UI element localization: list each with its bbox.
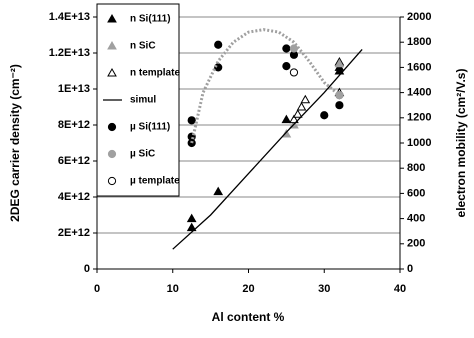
circle-marker <box>282 62 291 71</box>
triangle-marker <box>281 114 292 124</box>
legend-label: µ Si(111) <box>130 122 170 133</box>
triangle-marker <box>213 186 224 196</box>
circle-marker <box>214 63 223 72</box>
circle-marker <box>187 116 196 125</box>
triangle-marker <box>296 101 307 111</box>
circle-marker <box>289 68 299 77</box>
legend-marker <box>107 122 117 132</box>
x-tick-label: 20 <box>242 283 254 295</box>
y-tick-label: 1E+13 <box>58 83 90 95</box>
triangle-marker <box>186 213 197 223</box>
y2-tick-label: 2000 <box>407 11 431 23</box>
x-axis-title: Al content % <box>212 310 285 324</box>
y-tick-label: 1.2E+13 <box>49 47 90 59</box>
legend-marker <box>107 176 117 186</box>
legend-marker <box>107 149 117 159</box>
triangle-marker <box>334 58 345 68</box>
legend-marker <box>107 67 117 77</box>
legend-label: n template <box>130 68 180 79</box>
y2-tick-label: 0 <box>407 263 413 275</box>
y-tick-label: 8E+12 <box>58 119 90 131</box>
y-tick-label: 2E+12 <box>58 227 90 239</box>
y2-tick-label: 800 <box>407 162 425 174</box>
dotted-curve <box>190 28 341 144</box>
y2-tick-label: 1800 <box>407 36 431 48</box>
y-tick-label: 1.4E+13 <box>49 11 90 23</box>
y2-tick-label: 1600 <box>407 61 431 73</box>
y2-tick-label: 200 <box>407 238 425 250</box>
legend-label: n SiC <box>130 41 156 52</box>
legend-label: simul <box>130 95 156 106</box>
y-tick-label: 0 <box>84 263 90 275</box>
circle-marker <box>282 44 291 53</box>
triangle-marker <box>292 109 303 118</box>
y2-tick-label: 1400 <box>407 87 431 99</box>
y2-tick-label: 400 <box>407 213 425 225</box>
legend-label: µ template <box>130 176 180 187</box>
triangle-marker <box>300 94 311 104</box>
legend-marker <box>107 40 117 50</box>
y2-axis-title: electron mobility (cm²/V.s) <box>454 69 468 218</box>
circle-marker <box>289 44 299 53</box>
y2-tick-label: 600 <box>407 187 425 199</box>
x-tick-label: 0 <box>94 283 100 295</box>
circle-marker <box>214 40 223 49</box>
line-series <box>172 48 363 250</box>
y-tick-label: 4E+12 <box>58 191 90 203</box>
legend-label: µ SiC <box>130 149 155 160</box>
circle-marker <box>335 101 344 110</box>
circle-marker <box>320 111 329 120</box>
x-tick-label: 30 <box>318 283 330 295</box>
legend-marker <box>107 13 117 23</box>
y2-tick-label: 1200 <box>407 112 431 124</box>
x-tick-label: 40 <box>394 283 406 295</box>
triangle-marker <box>289 114 299 124</box>
triangle-marker <box>186 222 197 232</box>
legend-label: n Si(111) <box>130 14 171 25</box>
y-tick-label: 6E+12 <box>58 155 90 167</box>
y-axis-title: 2DEG carrier density (cm⁻²) <box>8 64 22 222</box>
x-tick-label: 10 <box>167 283 179 295</box>
y2-tick-label: 1000 <box>407 137 431 149</box>
